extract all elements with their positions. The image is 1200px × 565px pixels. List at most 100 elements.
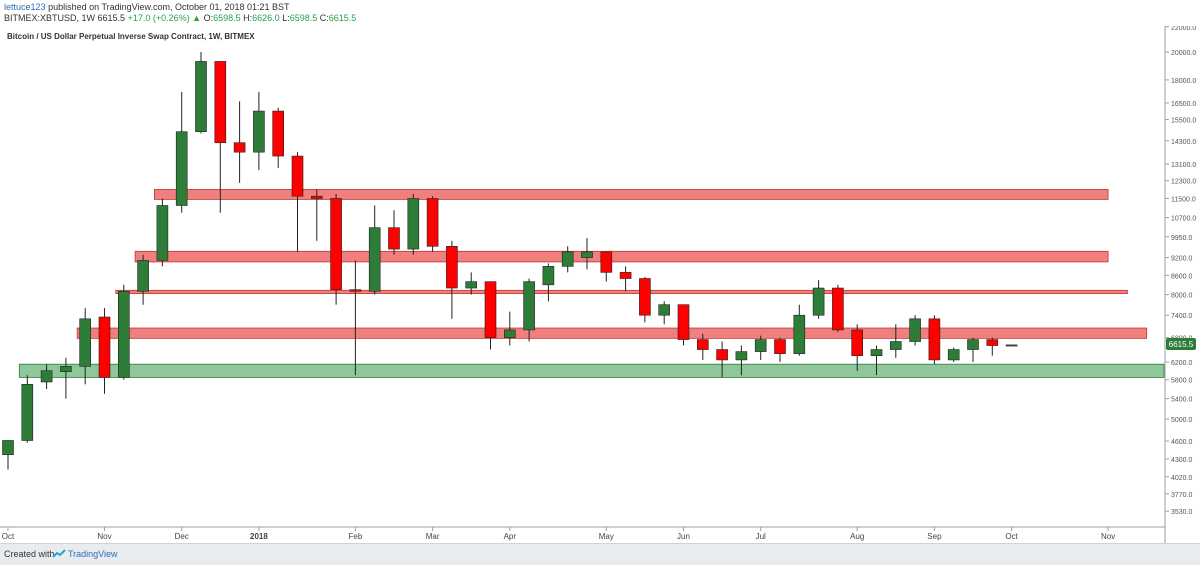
price-tick-label-9: 10700.0: [1171, 216, 1196, 223]
candle-body-51: [986, 339, 999, 346]
time-tick-label-5: Mar: [426, 532, 440, 541]
candle-body-4: [79, 318, 91, 367]
close-value: 6615.5: [328, 13, 357, 23]
price-tick-label-7: 12300.0: [1171, 179, 1196, 186]
candle-body-30: [581, 251, 593, 258]
symbol-label: BITMEX:XBTUSD, 1W: [4, 13, 96, 23]
time-tick-label-6: Apr: [504, 532, 517, 541]
candle-body-39: [754, 339, 767, 352]
candle-body-13: [253, 110, 265, 153]
candle-body-1: [21, 384, 34, 441]
candle-body-5: [98, 316, 111, 378]
candle-body-41: [793, 314, 806, 354]
resistance-zone-1: [134, 250, 1109, 263]
candle-body-14: [272, 110, 285, 157]
price-tick-label-16: 6200.0: [1171, 360, 1193, 367]
chart-header: lettuce123 published on TradingView.com,…: [0, 0, 1200, 26]
candle-body-0: [2, 440, 14, 455]
candle-body-10: [195, 61, 207, 133]
high-value: 6626.0: [252, 13, 280, 23]
price-tick-label-20: 4600.0: [1171, 439, 1193, 446]
time-tick-label-12: Oct: [1005, 532, 1018, 541]
price-tick-label-14: 7400.0: [1171, 313, 1193, 320]
candle-body-48: [928, 318, 941, 361]
low-value: 6598.5: [289, 13, 318, 23]
candle-body-28: [542, 266, 555, 286]
tradingview-logo-icon: [52, 549, 66, 558]
time-tick-label-10: Aug: [850, 532, 864, 541]
time-tick-label-7: May: [599, 532, 614, 541]
up-arrow-icon: ▲: [192, 13, 202, 23]
publish-line: lettuce123 published on TradingView.com,…: [4, 2, 290, 12]
price-tick-label-11: 9200.0: [1171, 256, 1193, 263]
candle-body-18: [349, 289, 362, 292]
candle-body-38: [735, 351, 748, 361]
candle-body-32: [619, 272, 632, 279]
ohlc-line: BITMEX:XBTUSD, 1W 6615.5 +17.0 (+0.26%) …: [4, 13, 356, 23]
last-price-badge: 6615.5: [1166, 338, 1196, 350]
candle-body-52: [1005, 344, 1018, 347]
price-tick-label-12: 8600.0: [1171, 273, 1193, 280]
candle-body-2: [40, 370, 53, 383]
candle-body-16: [310, 195, 323, 199]
price-tick-label-4: 15500.0: [1171, 117, 1196, 124]
price-tick-label-17: 5800.0: [1171, 378, 1193, 385]
price-tick-label-3: 16500.0: [1171, 101, 1196, 108]
candle-body-22: [426, 198, 439, 247]
price-tick-label-13: 8000.0: [1171, 293, 1193, 300]
time-tick-label-8: Jun: [677, 532, 690, 541]
price-tick-label-22: 4020.0: [1171, 475, 1193, 482]
low-label: L:: [282, 13, 290, 23]
candle-body-20: [388, 227, 400, 250]
tradingview-link[interactable]: TradingView: [68, 549, 118, 559]
change-value: +17.0 (+0.26%): [127, 13, 190, 23]
high-label: H:: [243, 13, 253, 23]
resistance-zone-2: [115, 289, 1128, 294]
candle-body-3: [60, 366, 72, 372]
candle-body-23: [446, 246, 458, 289]
candle-body-11: [214, 61, 227, 143]
candle-body-24: [465, 281, 478, 289]
time-tick-label-4: Feb: [349, 532, 363, 541]
resistance-zone-0: [153, 189, 1109, 200]
candle-body-45: [870, 349, 883, 357]
candle-body-25: [484, 281, 497, 338]
candle-body-42: [812, 287, 825, 316]
candle-body-36: [696, 339, 709, 350]
candle-body-37: [716, 349, 728, 361]
candle-body-29: [561, 251, 574, 267]
zones-layer: [18, 189, 1165, 378]
open-value: 6598.5: [213, 13, 241, 23]
publish-info: published on TradingView.com, October 01…: [48, 2, 290, 12]
time-tick-label-11: Sep: [927, 532, 942, 541]
time-tick-label-3: 2018: [250, 532, 268, 541]
candle-body-47: [909, 318, 921, 342]
price-tick-label-18: 5400.0: [1171, 397, 1193, 404]
last-price: 6615.5: [97, 13, 126, 23]
candle-body-19: [368, 227, 381, 292]
resistance-zone-3: [76, 327, 1148, 339]
candle-body-33: [639, 278, 651, 316]
price-tick-label-8: 11500.0: [1171, 197, 1196, 204]
candle-body-34: [658, 304, 671, 316]
time-tick-label-2: Dec: [175, 532, 189, 541]
last-price-label: 6615.5: [1169, 340, 1194, 349]
candle-body-40: [774, 339, 786, 354]
close-label: C:: [319, 13, 329, 23]
author-link[interactable]: lettuce123: [4, 2, 46, 12]
candle-body-43: [832, 287, 844, 331]
price-tick-label-2: 18000.0: [1171, 78, 1196, 85]
candles-layer: [2, 52, 1018, 470]
candle-body-26: [503, 329, 516, 338]
open-label: O:: [203, 13, 214, 23]
support-zone-4: [18, 363, 1165, 378]
candle-body-27: [523, 281, 535, 331]
candle-body-17: [330, 198, 342, 290]
time-tick-label-1: Nov: [97, 532, 111, 541]
candle-body-35: [677, 304, 690, 340]
price-tick-label-1: 20000.0: [1171, 50, 1196, 57]
time-tick-label-0: Oct: [2, 532, 15, 541]
chart-title: Bitcoin / US Dollar Perpetual Inverse Sw…: [7, 32, 255, 41]
time-tick-label-13: Nov: [1101, 532, 1115, 541]
price-tick-label-21: 4300.0: [1171, 457, 1193, 464]
